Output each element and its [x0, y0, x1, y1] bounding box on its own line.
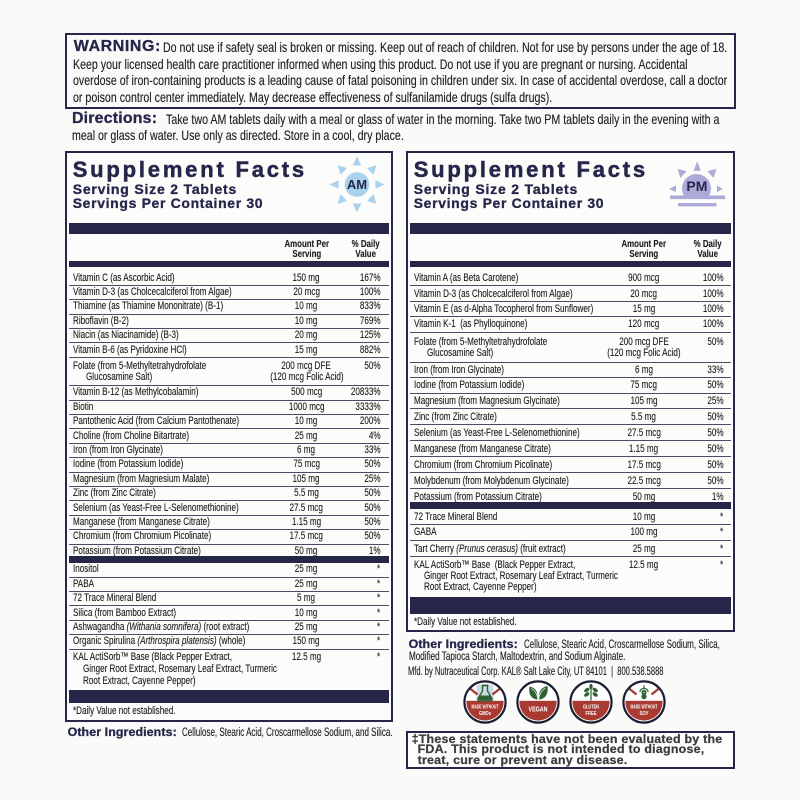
svg-text:GMOs: GMOs — [479, 710, 491, 716]
svg-text:PM: PM — [686, 178, 707, 194]
svg-text:AM: AM — [347, 177, 367, 192]
svg-text:FREE: FREE — [586, 710, 597, 716]
svg-text:SOY: SOY — [640, 710, 649, 716]
svg-text:VEGAN: VEGAN — [529, 704, 548, 713]
svg-text:MADE WITHOUT: MADE WITHOUT — [631, 704, 658, 710]
svg-text:MADE WITHOUT: MADE WITHOUT — [472, 704, 499, 710]
svg-text:GLUTEN: GLUTEN — [583, 704, 599, 710]
